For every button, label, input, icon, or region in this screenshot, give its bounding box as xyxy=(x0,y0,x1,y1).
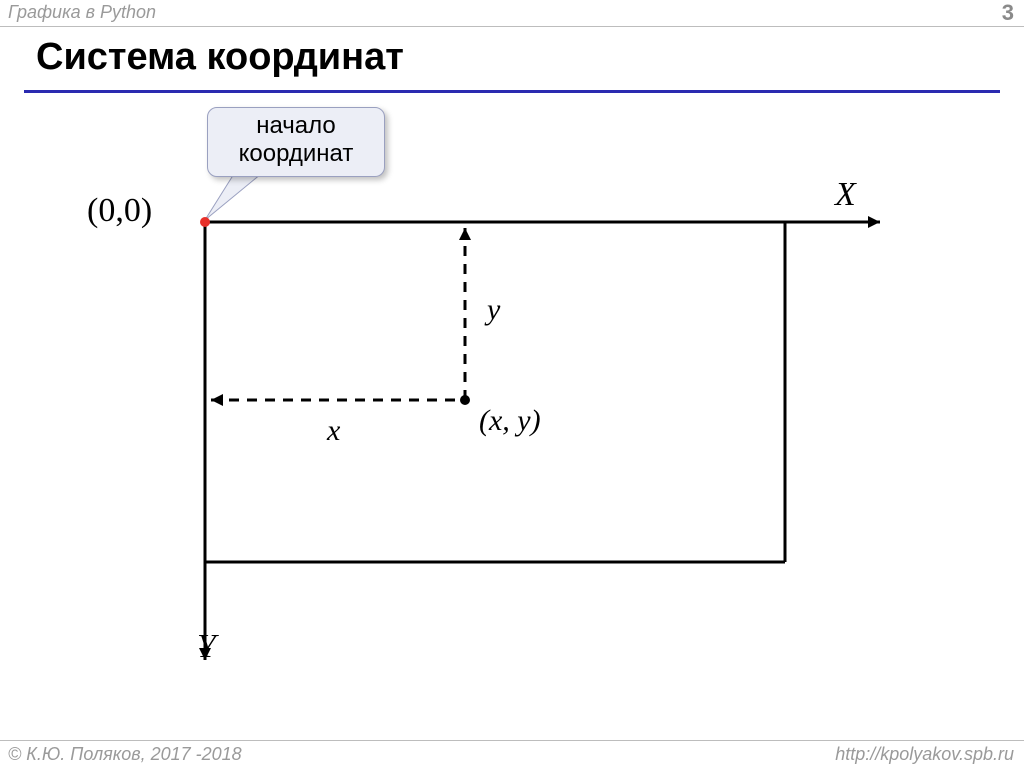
footer-copyright: © К.Ю. Поляков, 2017 -2018 xyxy=(8,744,242,765)
y-axis-label: Y xyxy=(197,628,216,666)
coordinate-diagram xyxy=(0,0,1024,767)
origin-callout: начало координат xyxy=(207,107,385,177)
callout-line1: начало xyxy=(208,112,384,140)
callout-line2: координат xyxy=(208,140,384,168)
origin-label: (0,0) xyxy=(87,192,152,230)
footer-url: http://kpolyakov.spb.ru xyxy=(835,744,1014,765)
x-axis-label: X xyxy=(835,176,856,214)
point-label: (x, y) xyxy=(479,404,541,438)
y-dimension-label: y xyxy=(487,293,500,327)
footer-bar: © К.Ю. Поляков, 2017 -2018 http://kpolya… xyxy=(0,740,1024,767)
x-dimension-label: x xyxy=(327,414,340,448)
